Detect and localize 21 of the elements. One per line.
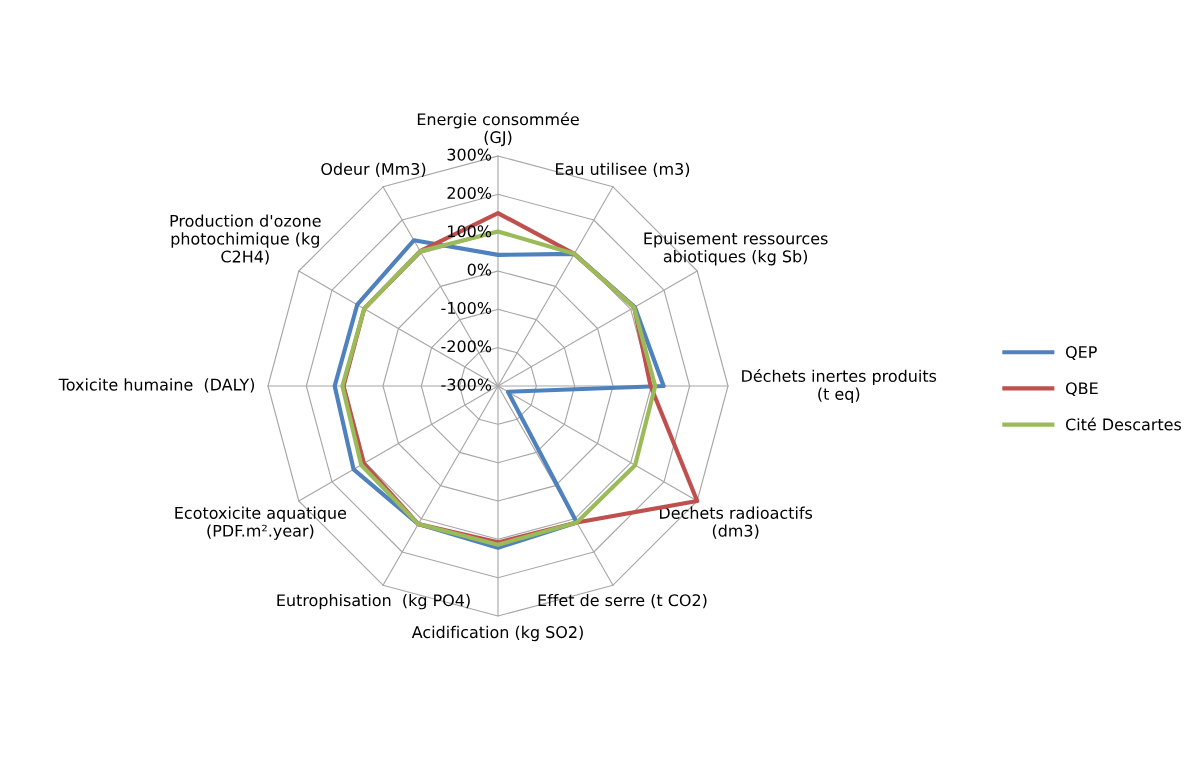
legend-label: QEP [1065, 345, 1097, 360]
y-tick-label: -200% [441, 340, 492, 353]
spoke-label: Ecotoxicite aquatique (PDF.m².year) [175, 506, 347, 540]
spoke-label: Energie consommée (GJ) [417, 112, 579, 147]
y-tick-label: 0% [467, 263, 492, 276]
spoke-label: Acidification (kg SO2) [411, 625, 583, 642]
spoke-label: Production d'ozone photochimique (kg C2H4) [170, 214, 321, 265]
spoke-label: Dechets radioactifs (dm3) [659, 506, 813, 539]
y-tick-label: -300% [441, 378, 492, 391]
y-tick-label: 200% [447, 186, 492, 199]
spoke-label: Odeur (Mm3) [321, 162, 426, 177]
y-tick-label: -100% [441, 301, 492, 314]
spoke-label: Eutrophisation (kg PO4) [277, 593, 470, 610]
spoke-label: Effet de serre (t CO2) [538, 593, 707, 609]
legend-label: Cité Descartes [1065, 417, 1182, 431]
spoke-label: Eau utilisee (m3) [556, 162, 690, 177]
spoke-label: Toxicite humaine (DALY) [58, 378, 255, 393]
spoke-label: Déchets inertes produits (t eq) [742, 369, 937, 403]
spoke-label: Epuisement ressources abiotiques (kg Sb) [644, 232, 828, 266]
y-tick-label: 300% [447, 148, 492, 161]
legend-label: QBE [1065, 382, 1098, 397]
